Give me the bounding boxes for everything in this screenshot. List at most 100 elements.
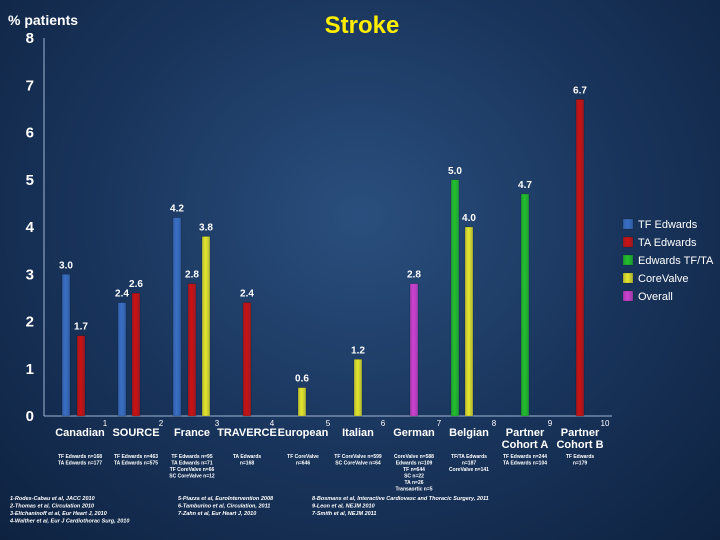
reference: 6-Tamburino et al, Circulation, 2011 [178,504,270,510]
bar-canadian-tf-edwards [61,274,71,417]
y-tick-label: 4 [26,219,35,236]
sample-size-note: Edwards n=109 [396,461,433,467]
category-label: Belgian [449,427,489,439]
sample-size-note: TF Edwards n=168 [58,454,102,460]
legend-label: Edwards TF/TA [638,255,714,267]
bar-partner-cohort-b-ta-edwards [575,99,585,417]
sample-size-note: TA Edwards n=71 [171,461,212,467]
sample-size-note: TA Edwards [233,454,262,460]
category-label: Partner [506,427,545,439]
data-label: 2.4 [240,289,254,300]
y-tick-label: 0 [26,408,34,425]
sample-size-note: TF Edwards [566,454,595,460]
sample-size-note: CoreValve n=141 [449,467,489,473]
sample-size-note: TF Edwards n=244 [503,454,547,460]
data-label: 3.0 [59,260,73,271]
legend-label: TA Edwards [638,237,697,249]
legend-swatch [622,290,634,302]
legend-swatch [622,272,634,284]
y-tick-label: 8 [26,30,34,47]
data-label: 1.7 [74,322,88,333]
legend: TF Edwards TA Edwards Edwards TF/TA CoreVal… [622,218,714,303]
data-label: 0.6 [295,374,309,385]
bar-source-ta-edwards [131,292,141,417]
data-label: 2.8 [185,270,199,281]
sample-size-note: TA Edwards n=575 [114,461,158,467]
sample-size-note: TF n=644 [403,467,425,473]
y-tick-label: 1 [26,361,34,378]
bar-canadian-ta-edwards [76,335,86,417]
category-label: Italian [342,427,374,439]
sample-size-note: n=187 [462,461,477,467]
legend-label: Overall [638,291,673,303]
data-label: 3.8 [199,222,213,233]
sample-size-note: TF CoreValve [287,454,319,460]
bar-france-corevalve [201,236,211,417]
y-axis-label: % patients [8,12,78,28]
legend-label: TF Edwards [638,219,698,231]
sample-size-note: TF Edwards n=463 [114,454,158,460]
ref-number: 3 [215,419,220,428]
sample-size-note: SC CoreValve n=64 [335,461,381,467]
category-label: Canadian [55,427,105,439]
bar-source-tf-edwards [117,302,127,417]
ref-number: 7 [437,419,442,428]
legend-swatch [622,254,634,266]
references: 1-Rodes-Cabau et al, JACC 2010 2-Thomas e… [9,496,489,525]
ref-number: 10 [601,419,610,428]
legend-swatch [622,236,634,248]
bar-traverce-ta-edwards [242,302,252,417]
ref-number: 2 [159,419,164,428]
data-label: 2.6 [129,279,143,290]
ref-number: 1 [103,419,108,428]
data-label: 4.0 [462,213,476,224]
ref-number: 8 [492,419,497,428]
reference: 3-Eltchaninoff et al, Eur Heart J, 2010 [10,511,107,517]
bar-belgian-edwards-tf-ta [450,179,460,417]
reference: 5-Piazza et al, EuroIntervention 2008 [178,496,274,502]
ref-number: 5 [326,419,331,428]
bar-partner-cohort-a-edwards-tf-ta [520,193,530,417]
sample-size-note: TF CoreValve n=599 [334,454,382,460]
category-label: Partner [561,427,600,439]
category-label: TRAVERCE [217,427,277,439]
reference: 8-Bosmans et al, Interactive Cardiovasc … [312,496,489,502]
bar-france-tf-edwards [172,217,182,417]
y-tick-label: 6 [26,125,34,142]
reference: 9-Leon et al, NEJM 2010 [312,504,375,510]
bars: 3.01.72.42.64.22.83.82.40.61.22.85.04.04… [59,85,587,417]
bar-european-corevalve [297,387,307,417]
sample-size-note: TA n=26 [404,480,423,486]
y-tick-label: 2 [26,314,34,331]
legend-swatch [622,218,634,230]
sample-size-note: TA Edwards n=177 [58,461,102,467]
data-label: 5.0 [448,166,462,177]
ref-number: 4 [270,419,275,428]
category-label: Cohort A [502,439,549,451]
category-label: German [393,427,435,439]
y-tick-label: 3 [26,266,34,283]
sample-size-note: Transaortic n=5 [395,487,432,493]
sample-size-note: SC n=22 [404,474,424,480]
ref-number: 6 [381,419,386,428]
bar-german-overall [409,283,419,417]
data-label: 1.2 [351,345,365,356]
sample-size-note: TF Edwards n=95 [171,454,212,460]
sample-size-note: TF CoreValve n=66 [170,467,215,473]
sample-size-note: TA Edwards n=104 [503,461,547,467]
sample-size-note: CoreValve n=588 [394,454,434,460]
sample-size-note: n=168 [240,461,255,467]
ref-number: 9 [548,419,553,428]
bar-france-ta-edwards [187,283,197,417]
data-label: 2.8 [407,270,421,281]
reference: 7-Smith et al, NEJM 2011 [312,511,376,517]
data-label: 2.4 [115,289,129,300]
data-label: 6.7 [573,85,587,96]
category-label: European [278,427,329,439]
y-tick-label: 5 [26,172,34,189]
reference: 4-Walther et al, Eur J Cardiothorac Surg… [9,519,129,525]
category-label: France [174,427,210,439]
reference: 7-Zahn et al, Eur Heart J, 2010 [178,511,256,517]
